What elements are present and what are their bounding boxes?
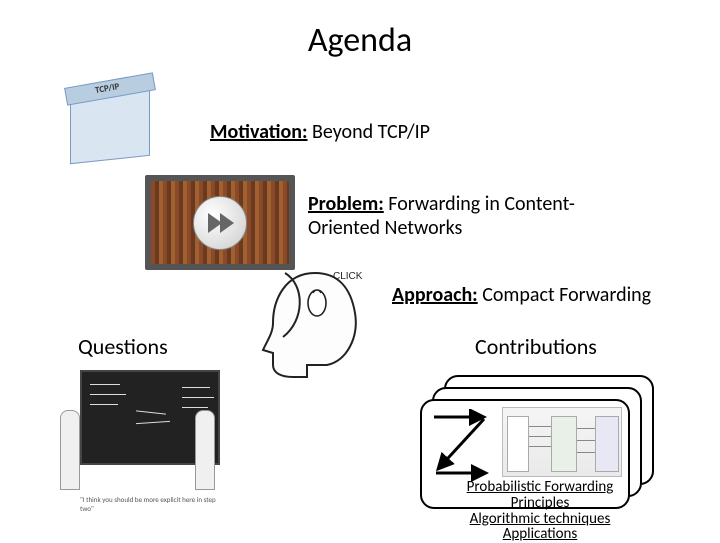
cartoon-caption: "I think you should be more explicit her… [80, 495, 230, 513]
illustration-fast-forward [145, 175, 295, 270]
heading-contributions: Contributions [475, 333, 597, 360]
bullet-problem: Problem: Forwarding in Content-Oriented … [308, 192, 588, 240]
bullet-problem-label: Problem: [308, 192, 384, 216]
bullet-motivation-label: Motivation: [210, 120, 308, 144]
illustration-tcpip-box: TCP/IP [40, 80, 180, 175]
fast-forward-icon [193, 196, 247, 250]
person-right [195, 410, 215, 490]
contrib-item-4: Applications [400, 527, 680, 543]
slide-title: Agenda [0, 0, 720, 61]
person-left [60, 410, 80, 490]
mini-diagram [502, 407, 622, 477]
bullet-approach-label: Approach: [392, 283, 478, 307]
bullet-approach: Approach: Compact Forwarding [392, 283, 651, 307]
bullet-motivation: Motivation: Beyond TCP/IP [210, 120, 430, 144]
illustration-blackboard-cartoon: "I think you should be more explicit her… [55, 370, 230, 520]
contribution-labels: Probabilistic Forwarding Principles Algo… [400, 480, 680, 543]
illustration-head-idea: CLICK [255, 265, 385, 385]
bullet-motivation-text: Beyond TCP/IP [308, 120, 431, 144]
bullet-approach-text: Compact Forwarding [478, 283, 651, 307]
z-arrows-icon [428, 409, 498, 485]
svg-text:CLICK: CLICK [333, 271, 363, 282]
heading-questions: Questions [78, 333, 168, 360]
